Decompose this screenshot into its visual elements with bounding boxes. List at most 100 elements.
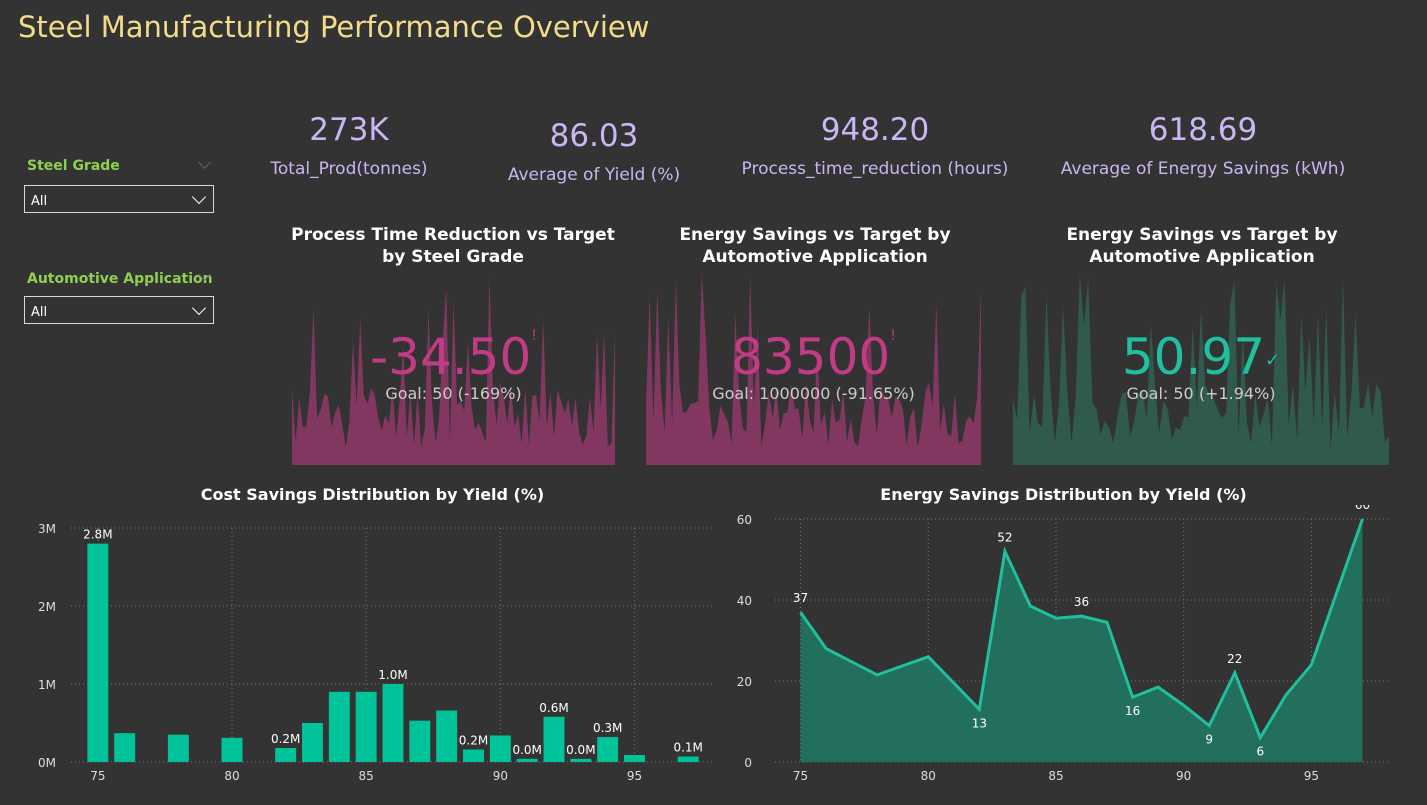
y-tick-label: 40 — [737, 594, 752, 608]
x-tick-label: 90 — [493, 769, 508, 783]
kpi-energy-savings-label: Average of Energy Savings (kWh) — [1060, 159, 1346, 179]
point-data-label: 13 — [972, 716, 987, 730]
x-tick-label: 75 — [793, 769, 808, 783]
kpi-process-time-label: Process_time_reduction (hours) — [741, 159, 1009, 179]
bar — [570, 758, 592, 762]
point-data-label: 22 — [1227, 652, 1242, 666]
series-line — [799, 518, 1364, 742]
point-data-label: 52 — [997, 530, 1012, 544]
bar-data-label: 0.3M — [593, 721, 622, 735]
gauge-1-value-text: -34.50 — [370, 328, 532, 386]
point-data-label: 60 — [1355, 505, 1370, 512]
x-tick-label: 80 — [224, 769, 239, 783]
energy-savings-area-chart: 0 20 40 60 75 80 85 90 95 37 13 52 36 16 9 22 6 60 — [737, 505, 1388, 783]
gauge-spike-area — [292, 276, 615, 465]
steel-grade-dropdown-value: All — [31, 194, 48, 209]
gauge-2-value: 83500! — [646, 328, 981, 386]
kpi-total-production-label: Total_Prod(tonnes) — [270, 159, 428, 179]
automotive-application-slicer-label: Automotive Application — [27, 271, 213, 287]
x-tick-label: 85 — [1048, 769, 1063, 783]
bar — [87, 543, 109, 762]
bar-data-label: 0.0M — [512, 743, 541, 757]
point-data-label: 36 — [1074, 595, 1089, 609]
gauge-spike-area — [646, 273, 981, 465]
bar-data-label: 0.2M — [271, 732, 300, 746]
steel-grade-dropdown[interactable]: All — [24, 185, 214, 213]
point-data-label: 37 — [793, 591, 808, 605]
kpi-average-yield-label: Average of Yield (%) — [507, 165, 681, 185]
bar-data-label: 2.8M — [83, 528, 112, 542]
chevron-down-icon — [191, 189, 207, 205]
x-tick-label: 85 — [359, 769, 374, 783]
bar-data-label: 1.0M — [378, 668, 407, 682]
x-tick-label: 95 — [627, 769, 642, 783]
bar — [436, 710, 458, 762]
bar — [624, 754, 645, 762]
gauge-1-goal: Goal: 50 (-169%) — [385, 384, 522, 403]
chevron-down-icon — [191, 300, 207, 316]
bar — [302, 723, 323, 762]
kpi-energy-savings-value: 618.69 — [1148, 112, 1258, 148]
bar — [382, 684, 404, 762]
gauge-2-value-text: 83500 — [731, 328, 891, 386]
y-tick-label: 0 — [744, 756, 752, 770]
gauge-3-value-text: 50.97 — [1121, 328, 1266, 386]
bar — [463, 749, 484, 762]
bar — [355, 691, 377, 762]
bar — [275, 747, 297, 762]
page-title: Steel Manufacturing Performance Overview — [18, 10, 650, 44]
kpi-average-yield-value: 86.03 — [549, 118, 639, 154]
bar — [114, 733, 136, 762]
bar-data-label: 0.0M — [566, 743, 595, 757]
bar-data-label: 0.1M — [673, 741, 702, 755]
x-tick-label: 95 — [1304, 769, 1319, 783]
gauge-1-value: -34.50! — [292, 328, 615, 386]
chevron-down-icon[interactable] — [198, 156, 211, 169]
bar — [409, 720, 431, 762]
energy-savings-chart-title: Energy Savings Distribution by Yield (%) — [880, 485, 1247, 504]
bar — [489, 735, 511, 762]
y-tick-label: 2M — [38, 600, 56, 614]
y-tick-label: 60 — [737, 513, 752, 527]
kpi-total-production-value: 273K — [309, 112, 389, 148]
gauge-2-goal: Goal: 1000000 (-91.65%) — [712, 384, 915, 403]
bar — [167, 734, 189, 762]
gauge-3-title: Energy Savings vs Target by Automotive A… — [1066, 225, 1338, 267]
bar — [516, 758, 538, 762]
x-tick-label: 80 — [921, 769, 936, 783]
gauge-3-goal: Goal: 50 (+1.94%) — [1126, 384, 1276, 403]
gauge-3-value: 50.97✓ — [1013, 328, 1389, 386]
gauge-1-title: Process Time Reduction vs Target by Stee… — [291, 225, 615, 267]
bar — [677, 756, 699, 762]
y-tick-label: 20 — [737, 675, 752, 689]
x-tick-label: 75 — [90, 769, 105, 783]
point-data-label: 6 — [1256, 745, 1264, 759]
bar — [597, 737, 619, 762]
gauge-3-background-area — [1013, 274, 1389, 465]
automotive-application-dropdown[interactable]: All — [24, 296, 214, 324]
cost-savings-bar-chart: 0M 1M 2M 3M 75 80 85 90 95 2.8M 0.2M 1.0M 0.2M 0.0M 0.… — [38, 522, 715, 783]
check-icon: ✓ — [1265, 350, 1281, 371]
bar — [221, 737, 243, 762]
x-tick-label: 90 — [1176, 769, 1191, 783]
steel-grade-slicer-label: Steel Grade — [27, 158, 120, 174]
gauge-2-title: Energy Savings vs Target by Automotive A… — [679, 225, 951, 267]
bar — [543, 716, 565, 762]
kpi-process-time-value: 948.20 — [820, 112, 930, 148]
automotive-application-dropdown-value: All — [31, 305, 48, 320]
y-tick-label: 3M — [38, 522, 56, 536]
bar-data-label: 0.2M — [459, 734, 488, 748]
alert-icon: ! — [890, 328, 896, 344]
bar — [328, 691, 350, 762]
y-tick-label: 0M — [38, 756, 56, 770]
y-tick-label: 1M — [38, 678, 56, 692]
gauge-spike-area — [1013, 274, 1389, 465]
gauge-1-background-area — [292, 276, 615, 465]
point-data-label: 9 — [1205, 733, 1213, 747]
alert-icon: ! — [531, 328, 537, 344]
cost-savings-chart-title: Cost Savings Distribution by Yield (%) — [200, 485, 545, 504]
gauge-2-background-area — [646, 273, 981, 465]
point-data-label: 16 — [1125, 704, 1140, 718]
bar-data-label: 0.6M — [539, 701, 568, 715]
area-fill — [800, 519, 1363, 762]
